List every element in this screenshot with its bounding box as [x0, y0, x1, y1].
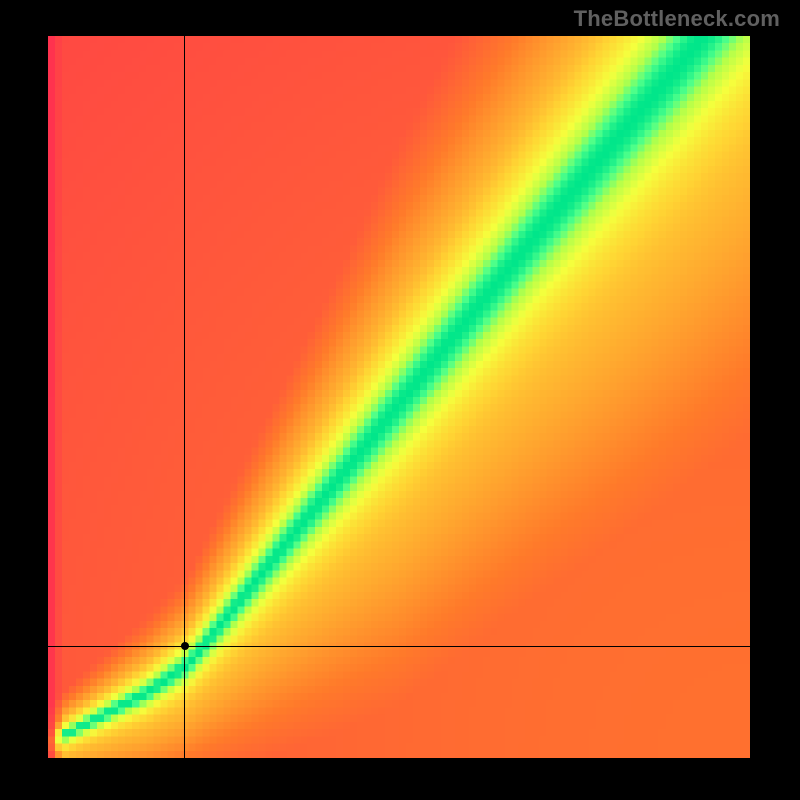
watermark-text: TheBottleneck.com [574, 6, 780, 32]
crosshair-horizontal [48, 646, 750, 647]
chart-container: TheBottleneck.com [0, 0, 800, 800]
heatmap-canvas [48, 36, 750, 758]
heatmap-plot [48, 36, 750, 758]
crosshair-marker [181, 642, 189, 650]
